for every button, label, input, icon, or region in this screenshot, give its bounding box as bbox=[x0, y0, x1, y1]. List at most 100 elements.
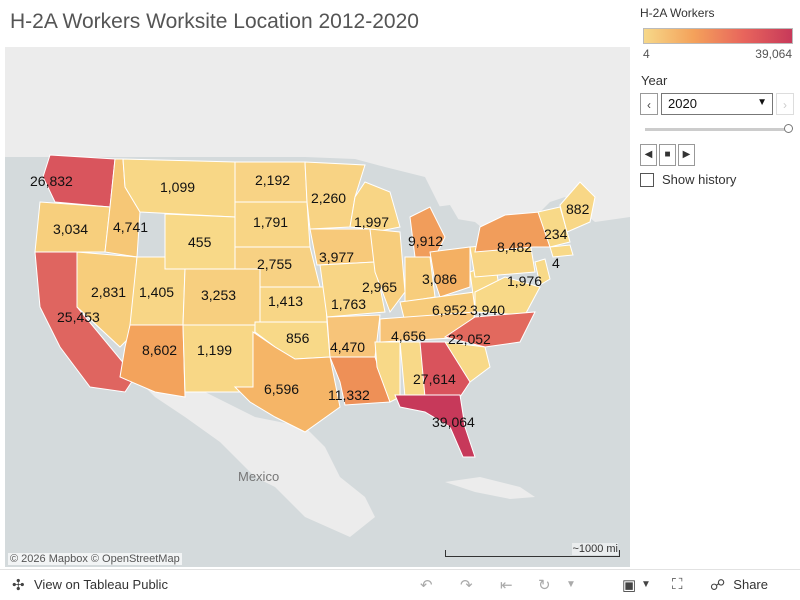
label-ok: 856 bbox=[286, 330, 310, 346]
redo-icon[interactable]: ↷ bbox=[460, 577, 473, 594]
prev-year-button[interactable]: ‹ bbox=[640, 93, 658, 115]
refresh-icon[interactable]: ↻ bbox=[538, 577, 551, 594]
canada-land bbox=[5, 47, 630, 247]
state-wi[interactable] bbox=[349, 181, 401, 233]
tableau-toolbar: ✣ View on Tableau Public ↶ ↷ ⇤ ↻ ▼ ▣ ▼ ⛶… bbox=[0, 569, 800, 600]
view-on-tableau-public-link[interactable]: View on Tableau Public bbox=[34, 577, 168, 592]
year-dropdown-value: 2020 bbox=[668, 96, 697, 111]
label-me: 882 bbox=[566, 201, 590, 217]
label-tn: 4,656 bbox=[391, 328, 426, 344]
legend-title: H-2A Workers bbox=[640, 6, 715, 20]
map-scale-label: ~1000 mi bbox=[572, 543, 618, 555]
legend-color-ramp[interactable] bbox=[643, 28, 793, 44]
label-mexico: Mexico bbox=[238, 469, 279, 484]
year-slider-track[interactable] bbox=[645, 128, 787, 131]
label-nj: 4 bbox=[552, 255, 560, 271]
show-history-label: Show history bbox=[662, 172, 737, 187]
legend-min: 4 bbox=[643, 47, 650, 61]
label-in: 3,086 bbox=[422, 271, 457, 287]
revert-icon[interactable]: ⇤ bbox=[500, 577, 513, 594]
year-slider-thumb[interactable] bbox=[784, 124, 793, 133]
play-backward-button[interactable]: ◀ bbox=[640, 144, 657, 166]
state-oh[interactable] bbox=[429, 246, 471, 298]
label-vt-nh: 234 bbox=[544, 226, 568, 242]
label-or: 3,034 bbox=[53, 221, 88, 237]
label-nm: 1,199 bbox=[197, 342, 232, 358]
label-il: 2,965 bbox=[362, 279, 397, 295]
state-nm[interactable] bbox=[182, 324, 256, 393]
state-va[interactable] bbox=[474, 276, 541, 316]
play-forward-button[interactable]: ▶ bbox=[678, 144, 695, 166]
year-filter-label: Year bbox=[641, 73, 668, 88]
label-nd: 2,192 bbox=[255, 172, 290, 188]
state-la[interactable] bbox=[329, 356, 391, 406]
label-tx: 6,596 bbox=[264, 381, 299, 397]
state-wa[interactable] bbox=[42, 154, 116, 208]
label-co: 3,253 bbox=[201, 287, 236, 303]
state-nc[interactable] bbox=[443, 311, 536, 348]
label-ga: 27,614 bbox=[413, 371, 456, 387]
label-ut: 1,405 bbox=[139, 284, 174, 300]
cuba-land bbox=[445, 477, 535, 499]
label-nv: 2,831 bbox=[91, 284, 126, 300]
label-nc: 22,052 bbox=[448, 331, 491, 347]
mexico-land bbox=[125, 367, 375, 537]
label-mo: 1,763 bbox=[331, 296, 366, 312]
label-sd: 1,791 bbox=[253, 214, 288, 230]
tableau-logo-icon: ✣ bbox=[12, 577, 25, 594]
download-icon[interactable]: ▣ bbox=[622, 577, 637, 594]
label-wi: 1,997 bbox=[354, 214, 389, 230]
state-mo[interactable] bbox=[319, 261, 386, 318]
chevron-down-icon: ▼ bbox=[757, 97, 767, 108]
download-menu-chevron-icon[interactable]: ▼ bbox=[641, 579, 651, 590]
next-year-button[interactable]: › bbox=[776, 93, 794, 115]
label-ia: 3,977 bbox=[319, 249, 354, 265]
map-scale: ~1000 mi bbox=[445, 543, 620, 557]
label-mt: 1,099 bbox=[160, 179, 195, 195]
map-attribution[interactable]: © 2026 Mapbox © OpenStreetMap bbox=[8, 553, 182, 565]
label-la: 11,332 bbox=[328, 387, 370, 403]
label-ky: 3,940 bbox=[470, 302, 505, 318]
label-id: 4,741 bbox=[113, 219, 148, 235]
state-az[interactable] bbox=[119, 324, 186, 398]
label-pa: 1,976 bbox=[507, 273, 542, 289]
great-lakes bbox=[375, 175, 500, 257]
state-ma[interactable] bbox=[549, 244, 574, 258]
label-wa: 26,832 bbox=[30, 173, 73, 189]
label-fl: 39,064 bbox=[432, 414, 475, 430]
show-history-checkbox[interactable] bbox=[640, 172, 654, 187]
state-ga[interactable] bbox=[419, 341, 471, 398]
page-title: H-2A Workers Worksite Location 2012-2020 bbox=[10, 10, 419, 33]
label-ks: 1,413 bbox=[268, 293, 303, 309]
state-ms[interactable] bbox=[374, 341, 401, 403]
refresh-menu-chevron-icon[interactable]: ▼ bbox=[566, 579, 576, 590]
label-ca: 25,453 bbox=[57, 309, 100, 325]
map-canvas[interactable]: 26,832 3,034 25,453 4,741 2,831 1,099 45… bbox=[5, 47, 630, 567]
state-nv[interactable] bbox=[76, 251, 138, 348]
label-wy: 455 bbox=[188, 234, 212, 250]
label-ar: 4,470 bbox=[330, 339, 365, 355]
fullscreen-icon[interactable]: ⛶ bbox=[672, 576, 683, 593]
show-history-option[interactable]: Show history bbox=[640, 172, 736, 187]
state-mi[interactable] bbox=[409, 206, 446, 258]
side-panel: H-2A Workers 4 39,064 Year ‹ 2020 ▼ › ◀ … bbox=[640, 0, 800, 570]
label-az: 8,602 bbox=[142, 342, 177, 358]
state-nj[interactable] bbox=[534, 258, 551, 286]
label-mn: 2,260 bbox=[311, 190, 346, 206]
share-button[interactable]: Share bbox=[733, 577, 768, 592]
label-ny: 8,482 bbox=[497, 239, 532, 255]
label-oh: 6,952 bbox=[432, 302, 467, 318]
state-tx[interactable] bbox=[233, 331, 341, 433]
state-fl[interactable] bbox=[394, 394, 476, 458]
state-me[interactable] bbox=[559, 181, 596, 233]
label-mi: 9,912 bbox=[408, 233, 443, 249]
share-icon[interactable]: ☍ bbox=[710, 577, 726, 594]
year-dropdown[interactable]: 2020 ▼ bbox=[661, 93, 773, 115]
state-il[interactable] bbox=[369, 228, 406, 314]
stop-button[interactable]: ■ bbox=[659, 144, 676, 166]
choropleth-map[interactable]: 26,832 3,034 25,453 4,741 2,831 1,099 45… bbox=[5, 47, 630, 567]
state-vt-nh[interactable] bbox=[537, 206, 571, 248]
undo-icon[interactable]: ↶ bbox=[420, 577, 433, 594]
label-ne: 2,755 bbox=[257, 256, 292, 272]
legend-max: 39,064 bbox=[755, 47, 792, 61]
